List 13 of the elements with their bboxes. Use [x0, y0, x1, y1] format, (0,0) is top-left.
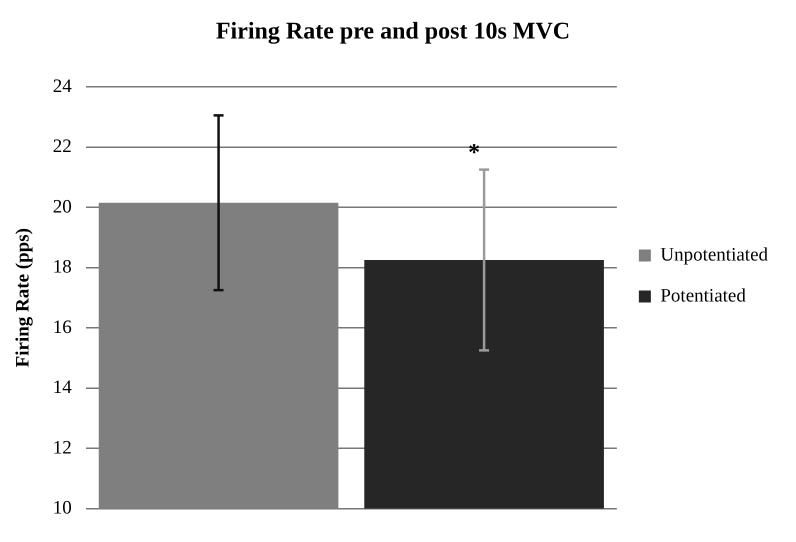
annotation: * [468, 140, 480, 166]
y-tick-label: 24 [52, 76, 72, 97]
legend-label: Potentiated [660, 285, 746, 306]
y-tick-label: 10 [52, 498, 72, 519]
y-tick-label: 12 [52, 437, 72, 458]
y-tick-label: 22 [52, 136, 72, 158]
y-tick-label: 16 [52, 316, 72, 338]
legend-label: Unpotentiated [660, 244, 768, 266]
y-tick-label: 18 [52, 256, 72, 278]
chart-title: Firing Rate pre and post 10s MVC [216, 18, 570, 45]
y-tick-label: 14 [52, 377, 72, 398]
y-tick-label: 20 [52, 196, 72, 218]
y-axis-title: Firing Rate (pps) [12, 228, 34, 368]
